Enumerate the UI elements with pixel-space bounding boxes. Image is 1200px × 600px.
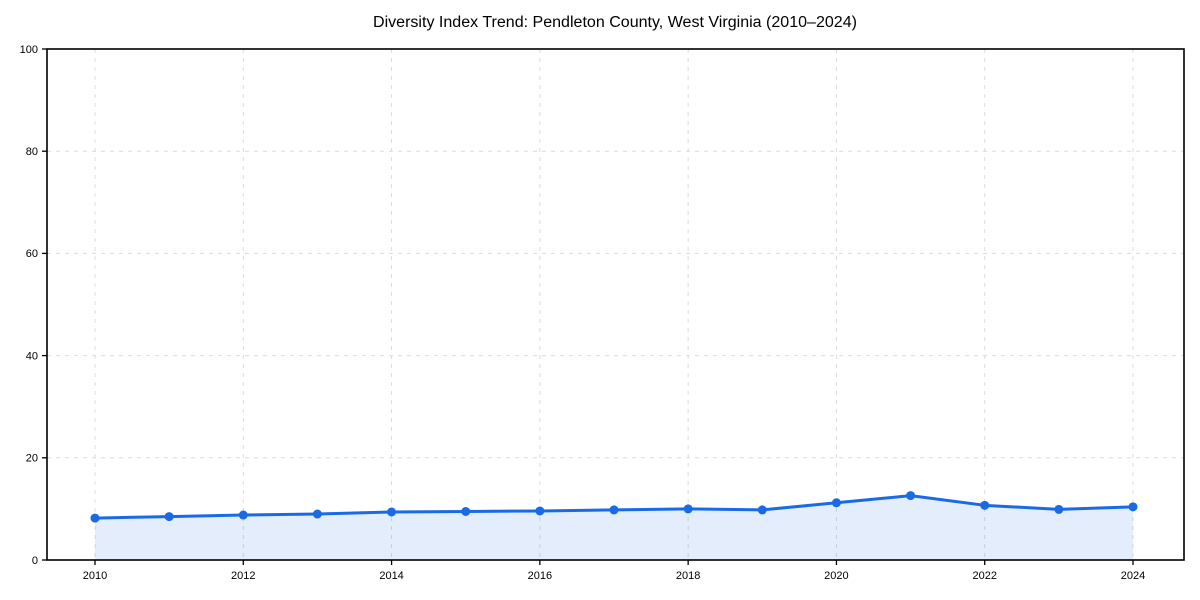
data-point — [387, 507, 397, 517]
x-tick-label: 2020 — [824, 570, 848, 582]
y-tick-label: 60 — [26, 248, 38, 260]
x-tick-label: 2010 — [83, 570, 107, 582]
axes-border-layer — [46, 48, 1185, 561]
data-point — [831, 498, 841, 508]
area-fill — [95, 495, 1133, 560]
data-point — [90, 513, 100, 523]
y-tick-label: 100 — [20, 44, 38, 56]
tick-marks-layer — [42, 48, 1134, 565]
markers-layer — [90, 491, 1138, 523]
y-tick-label: 40 — [26, 350, 38, 362]
data-point — [609, 505, 619, 515]
x-tick-label: 2014 — [379, 570, 403, 582]
x-tick-label: 2012 — [231, 570, 255, 582]
data-point — [980, 500, 990, 510]
data-point — [461, 506, 471, 516]
y-tick-label: 20 — [26, 453, 38, 465]
data-point — [683, 504, 693, 514]
x-tick-label: 2016 — [528, 570, 552, 582]
data-point — [906, 491, 916, 501]
chart-title: Diversity Index Trend: Pendleton County,… — [373, 14, 857, 31]
x-tick-labels: 2010 2012 2014 2016 2018 2020 2022 2024 — [83, 570, 1145, 582]
y-tick-label: 0 — [32, 555, 38, 567]
y-tick-label: 80 — [26, 146, 38, 158]
data-point — [757, 505, 767, 515]
x-tick-label: 2022 — [972, 570, 996, 582]
x-tick-label: 2018 — [676, 570, 700, 582]
data-point — [238, 510, 248, 520]
data-point — [1054, 504, 1064, 514]
data-point — [164, 512, 174, 522]
axes-border — [46, 48, 1185, 561]
x-tick-label: 2024 — [1121, 570, 1145, 582]
grid-layer — [47, 48, 1184, 560]
data-point — [312, 509, 322, 519]
data-point — [535, 506, 545, 516]
data-point — [1128, 502, 1138, 512]
area-fill-layer — [95, 495, 1133, 560]
y-tick-labels: 0 20 40 60 80 100 — [20, 44, 38, 567]
